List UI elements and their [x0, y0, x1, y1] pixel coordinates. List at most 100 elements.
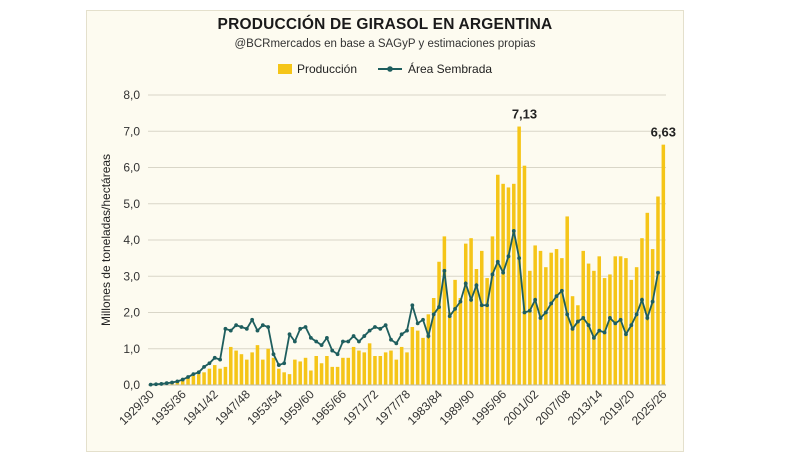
- line-point: [618, 317, 623, 322]
- line-point: [212, 355, 217, 360]
- bar: [453, 279, 457, 385]
- bar: [608, 274, 612, 385]
- line-point: [180, 377, 185, 382]
- line-point: [629, 323, 634, 328]
- bar: [474, 269, 479, 385]
- line-point: [479, 303, 484, 308]
- bar: [490, 236, 495, 385]
- bar: [298, 361, 302, 385]
- line-point: [559, 288, 564, 293]
- line-point: [415, 321, 420, 326]
- line-point: [239, 325, 244, 329]
- line-point: [506, 254, 511, 259]
- line-point: [442, 268, 447, 273]
- line-point: [431, 312, 436, 317]
- bar: [367, 343, 372, 385]
- line-point: [656, 270, 660, 275]
- line-point: [565, 312, 570, 317]
- bar: [389, 350, 393, 385]
- line-point: [533, 297, 538, 302]
- line-point: [218, 357, 222, 362]
- y-tick-label: 1,0: [123, 342, 140, 356]
- line-point: [202, 364, 206, 369]
- bar: [346, 357, 351, 385]
- bar: [234, 350, 238, 385]
- line-point: [399, 332, 404, 337]
- bar: [661, 144, 666, 385]
- bar: [656, 196, 660, 385]
- line-point: [324, 335, 329, 340]
- line-point: [490, 272, 495, 277]
- y-tick-label: 2,0: [123, 306, 140, 320]
- line-point: [474, 283, 479, 288]
- bar: [207, 368, 212, 385]
- bar: [341, 357, 345, 385]
- line-point: [575, 319, 580, 324]
- bar: [592, 270, 596, 385]
- chart-subtitle: @BCRmercados en base a SAGyP y estimacio…: [234, 38, 536, 50]
- bar: [447, 312, 452, 385]
- line-point: [383, 323, 388, 328]
- bar: [629, 279, 634, 385]
- bar: [277, 368, 281, 385]
- line-point: [175, 379, 180, 384]
- line-point: [426, 334, 431, 338]
- bar: [309, 370, 313, 385]
- line-point: [298, 326, 303, 331]
- bar: [560, 258, 564, 385]
- line-point: [421, 317, 425, 322]
- line-point: [308, 335, 313, 340]
- line-point: [303, 325, 308, 329]
- line-point: [554, 294, 559, 299]
- bar: [613, 256, 618, 385]
- line-point: [517, 256, 522, 261]
- bar: [549, 252, 553, 385]
- line-point: [191, 372, 196, 377]
- bar: [282, 372, 286, 385]
- line-point: [357, 339, 361, 344]
- bar: [650, 249, 655, 385]
- legend-item-area-sembrada: Área Sembrada: [377, 62, 492, 76]
- line-point: [527, 308, 532, 313]
- bar: [186, 377, 190, 385]
- bar: [544, 267, 548, 385]
- bar: [373, 356, 377, 385]
- line-point: [260, 323, 265, 328]
- x-tick-label: 2025/26: [629, 387, 670, 428]
- line-point: [148, 382, 153, 387]
- line-point: [634, 312, 639, 317]
- line-point: [314, 339, 319, 344]
- bar: [522, 165, 527, 385]
- bar: [528, 270, 532, 385]
- bar: [212, 365, 217, 385]
- bar: [202, 372, 206, 385]
- line-point: [346, 339, 351, 344]
- bar: [266, 348, 270, 385]
- bar: [196, 374, 201, 385]
- line-point: [271, 352, 276, 357]
- line-point: [389, 337, 393, 342]
- bar: [405, 352, 409, 385]
- bar: [335, 366, 340, 385]
- y-tick-label: 3,0: [123, 269, 140, 283]
- line-point: [266, 325, 271, 329]
- bar: [191, 375, 196, 385]
- line-point: [602, 330, 607, 335]
- line-point: [255, 328, 260, 333]
- bar: [394, 359, 399, 385]
- bar: [362, 352, 367, 385]
- line-point: [581, 316, 586, 320]
- line-point: [362, 334, 367, 338]
- line-point: [410, 303, 415, 308]
- legend-swatch-line: [378, 66, 402, 72]
- bar: [463, 243, 468, 385]
- line-point: [447, 314, 452, 319]
- bar: [437, 261, 441, 385]
- line-point: [186, 375, 190, 379]
- y-tick-label: 7,0: [123, 124, 140, 138]
- bar: [426, 314, 431, 385]
- bar: [271, 357, 276, 385]
- line-point: [330, 348, 335, 353]
- line-point: [522, 310, 527, 315]
- line-point: [538, 316, 543, 320]
